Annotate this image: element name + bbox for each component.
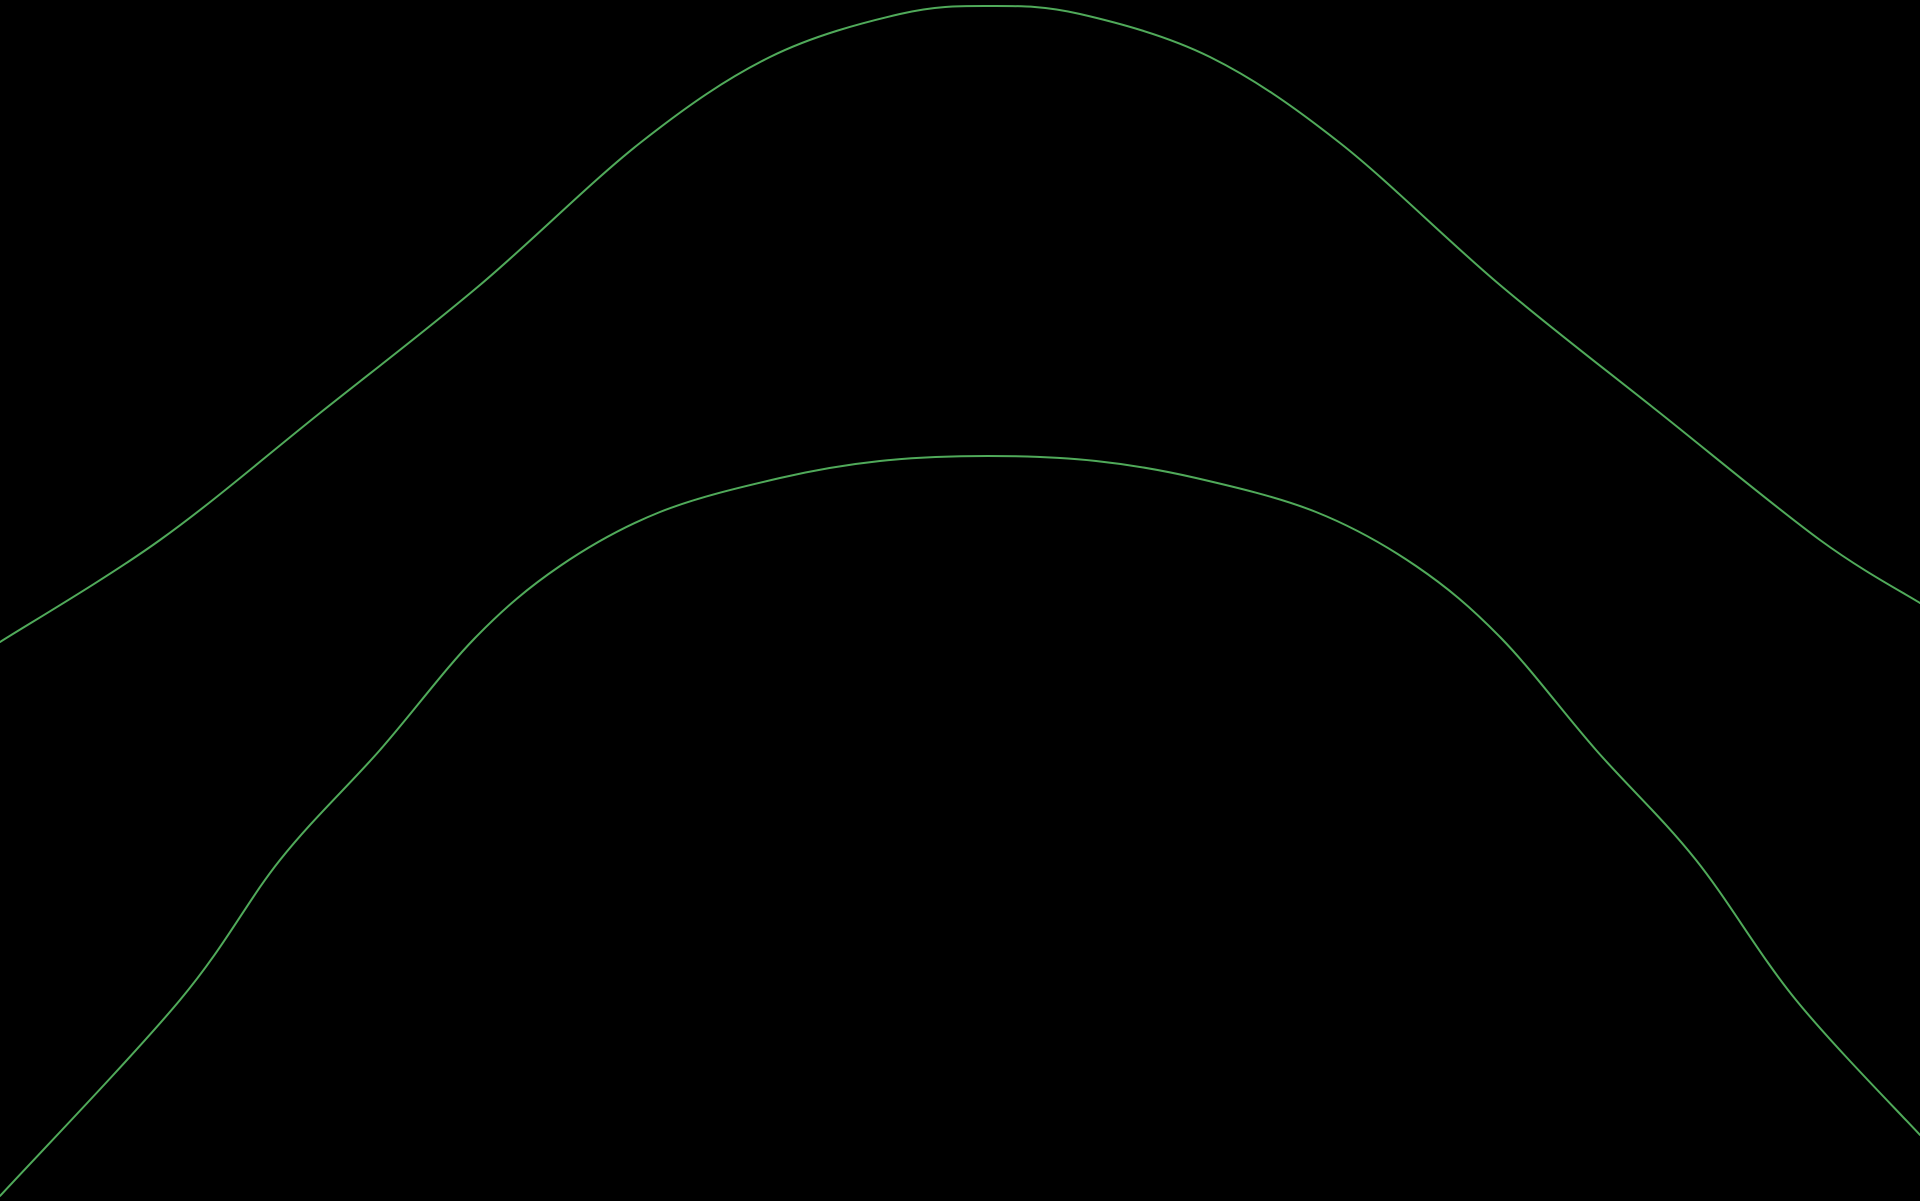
lower-bell-curve — [0, 455, 1920, 1197]
upper-bell-curve — [0, 4, 1920, 643]
